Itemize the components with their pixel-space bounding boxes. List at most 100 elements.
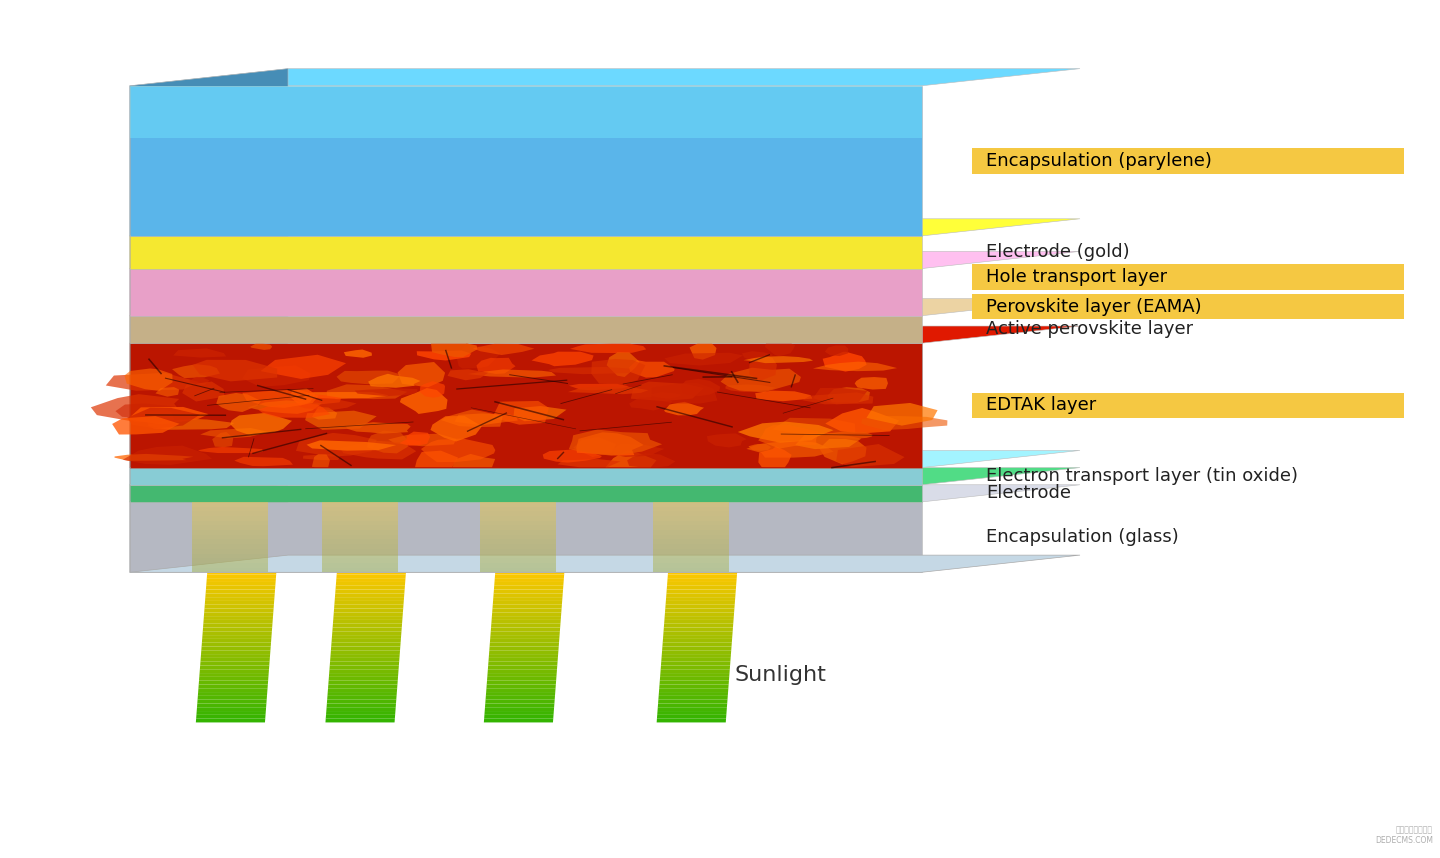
Polygon shape [488, 666, 557, 669]
Polygon shape [481, 559, 556, 563]
Polygon shape [203, 620, 272, 624]
Polygon shape [749, 444, 770, 451]
Polygon shape [127, 407, 209, 425]
Polygon shape [91, 394, 181, 423]
Polygon shape [664, 353, 743, 366]
Polygon shape [328, 677, 397, 680]
Polygon shape [488, 654, 559, 658]
Polygon shape [651, 383, 717, 403]
Polygon shape [861, 416, 948, 430]
Polygon shape [334, 597, 405, 601]
Text: Electron transport layer (tin oxide): Electron transport layer (tin oxide) [986, 468, 1299, 485]
Polygon shape [490, 639, 559, 643]
Polygon shape [193, 535, 268, 540]
Polygon shape [289, 389, 315, 406]
Polygon shape [431, 343, 477, 357]
Polygon shape [330, 662, 399, 666]
Polygon shape [665, 597, 736, 601]
Text: Encapsulation (parylene): Encapsulation (parylene) [986, 152, 1212, 170]
Polygon shape [114, 454, 193, 461]
Polygon shape [367, 431, 409, 453]
Polygon shape [216, 393, 261, 412]
Polygon shape [664, 631, 733, 635]
Polygon shape [230, 413, 292, 435]
Polygon shape [193, 544, 268, 549]
Polygon shape [658, 696, 727, 699]
Polygon shape [492, 601, 562, 605]
Polygon shape [202, 647, 271, 650]
Polygon shape [130, 251, 288, 316]
Polygon shape [481, 525, 556, 530]
Text: Hole transport layer: Hole transport layer [986, 268, 1168, 286]
Polygon shape [336, 589, 405, 594]
Polygon shape [235, 456, 292, 466]
Polygon shape [196, 719, 265, 722]
Polygon shape [488, 658, 557, 662]
Polygon shape [212, 432, 233, 447]
Polygon shape [654, 544, 729, 549]
Polygon shape [690, 343, 717, 360]
Polygon shape [206, 589, 275, 594]
Polygon shape [667, 589, 736, 594]
Polygon shape [737, 421, 834, 443]
Polygon shape [742, 351, 773, 360]
Polygon shape [323, 549, 397, 553]
Polygon shape [573, 437, 616, 457]
Polygon shape [193, 559, 268, 563]
Polygon shape [484, 711, 554, 715]
Polygon shape [681, 379, 720, 396]
Polygon shape [746, 441, 834, 457]
Polygon shape [494, 586, 563, 589]
Polygon shape [200, 428, 268, 438]
Polygon shape [592, 359, 645, 385]
Polygon shape [662, 643, 732, 647]
Polygon shape [130, 299, 1080, 316]
Polygon shape [494, 589, 563, 594]
Polygon shape [336, 582, 405, 586]
Polygon shape [543, 450, 602, 462]
Polygon shape [197, 707, 266, 711]
Polygon shape [455, 414, 518, 426]
Polygon shape [867, 403, 937, 426]
Polygon shape [130, 468, 288, 502]
Polygon shape [492, 605, 562, 608]
Polygon shape [491, 624, 560, 627]
Polygon shape [328, 680, 397, 685]
Polygon shape [323, 530, 397, 535]
Polygon shape [130, 86, 922, 138]
Polygon shape [400, 388, 448, 414]
Polygon shape [130, 236, 922, 269]
Polygon shape [726, 384, 775, 392]
Polygon shape [325, 711, 396, 715]
Polygon shape [389, 433, 456, 446]
Polygon shape [399, 439, 420, 445]
Polygon shape [661, 662, 730, 666]
Polygon shape [654, 563, 729, 568]
Polygon shape [337, 371, 402, 384]
Polygon shape [420, 438, 495, 462]
Polygon shape [200, 654, 271, 658]
Polygon shape [658, 692, 729, 696]
Polygon shape [327, 704, 396, 707]
Polygon shape [325, 715, 395, 719]
Polygon shape [328, 688, 397, 692]
Polygon shape [200, 666, 269, 669]
Polygon shape [130, 326, 1080, 343]
Polygon shape [242, 366, 311, 387]
Polygon shape [193, 549, 268, 553]
Polygon shape [667, 578, 737, 582]
Polygon shape [654, 521, 729, 525]
Polygon shape [658, 704, 727, 707]
Polygon shape [664, 620, 733, 624]
Polygon shape [307, 440, 396, 450]
Polygon shape [130, 69, 288, 236]
Polygon shape [323, 544, 397, 549]
Polygon shape [759, 446, 792, 467]
Polygon shape [330, 669, 399, 673]
Polygon shape [415, 450, 458, 467]
Polygon shape [369, 374, 420, 388]
Polygon shape [189, 377, 209, 385]
Polygon shape [202, 643, 271, 647]
Text: Electrode: Electrode [986, 485, 1071, 502]
Polygon shape [490, 635, 560, 639]
